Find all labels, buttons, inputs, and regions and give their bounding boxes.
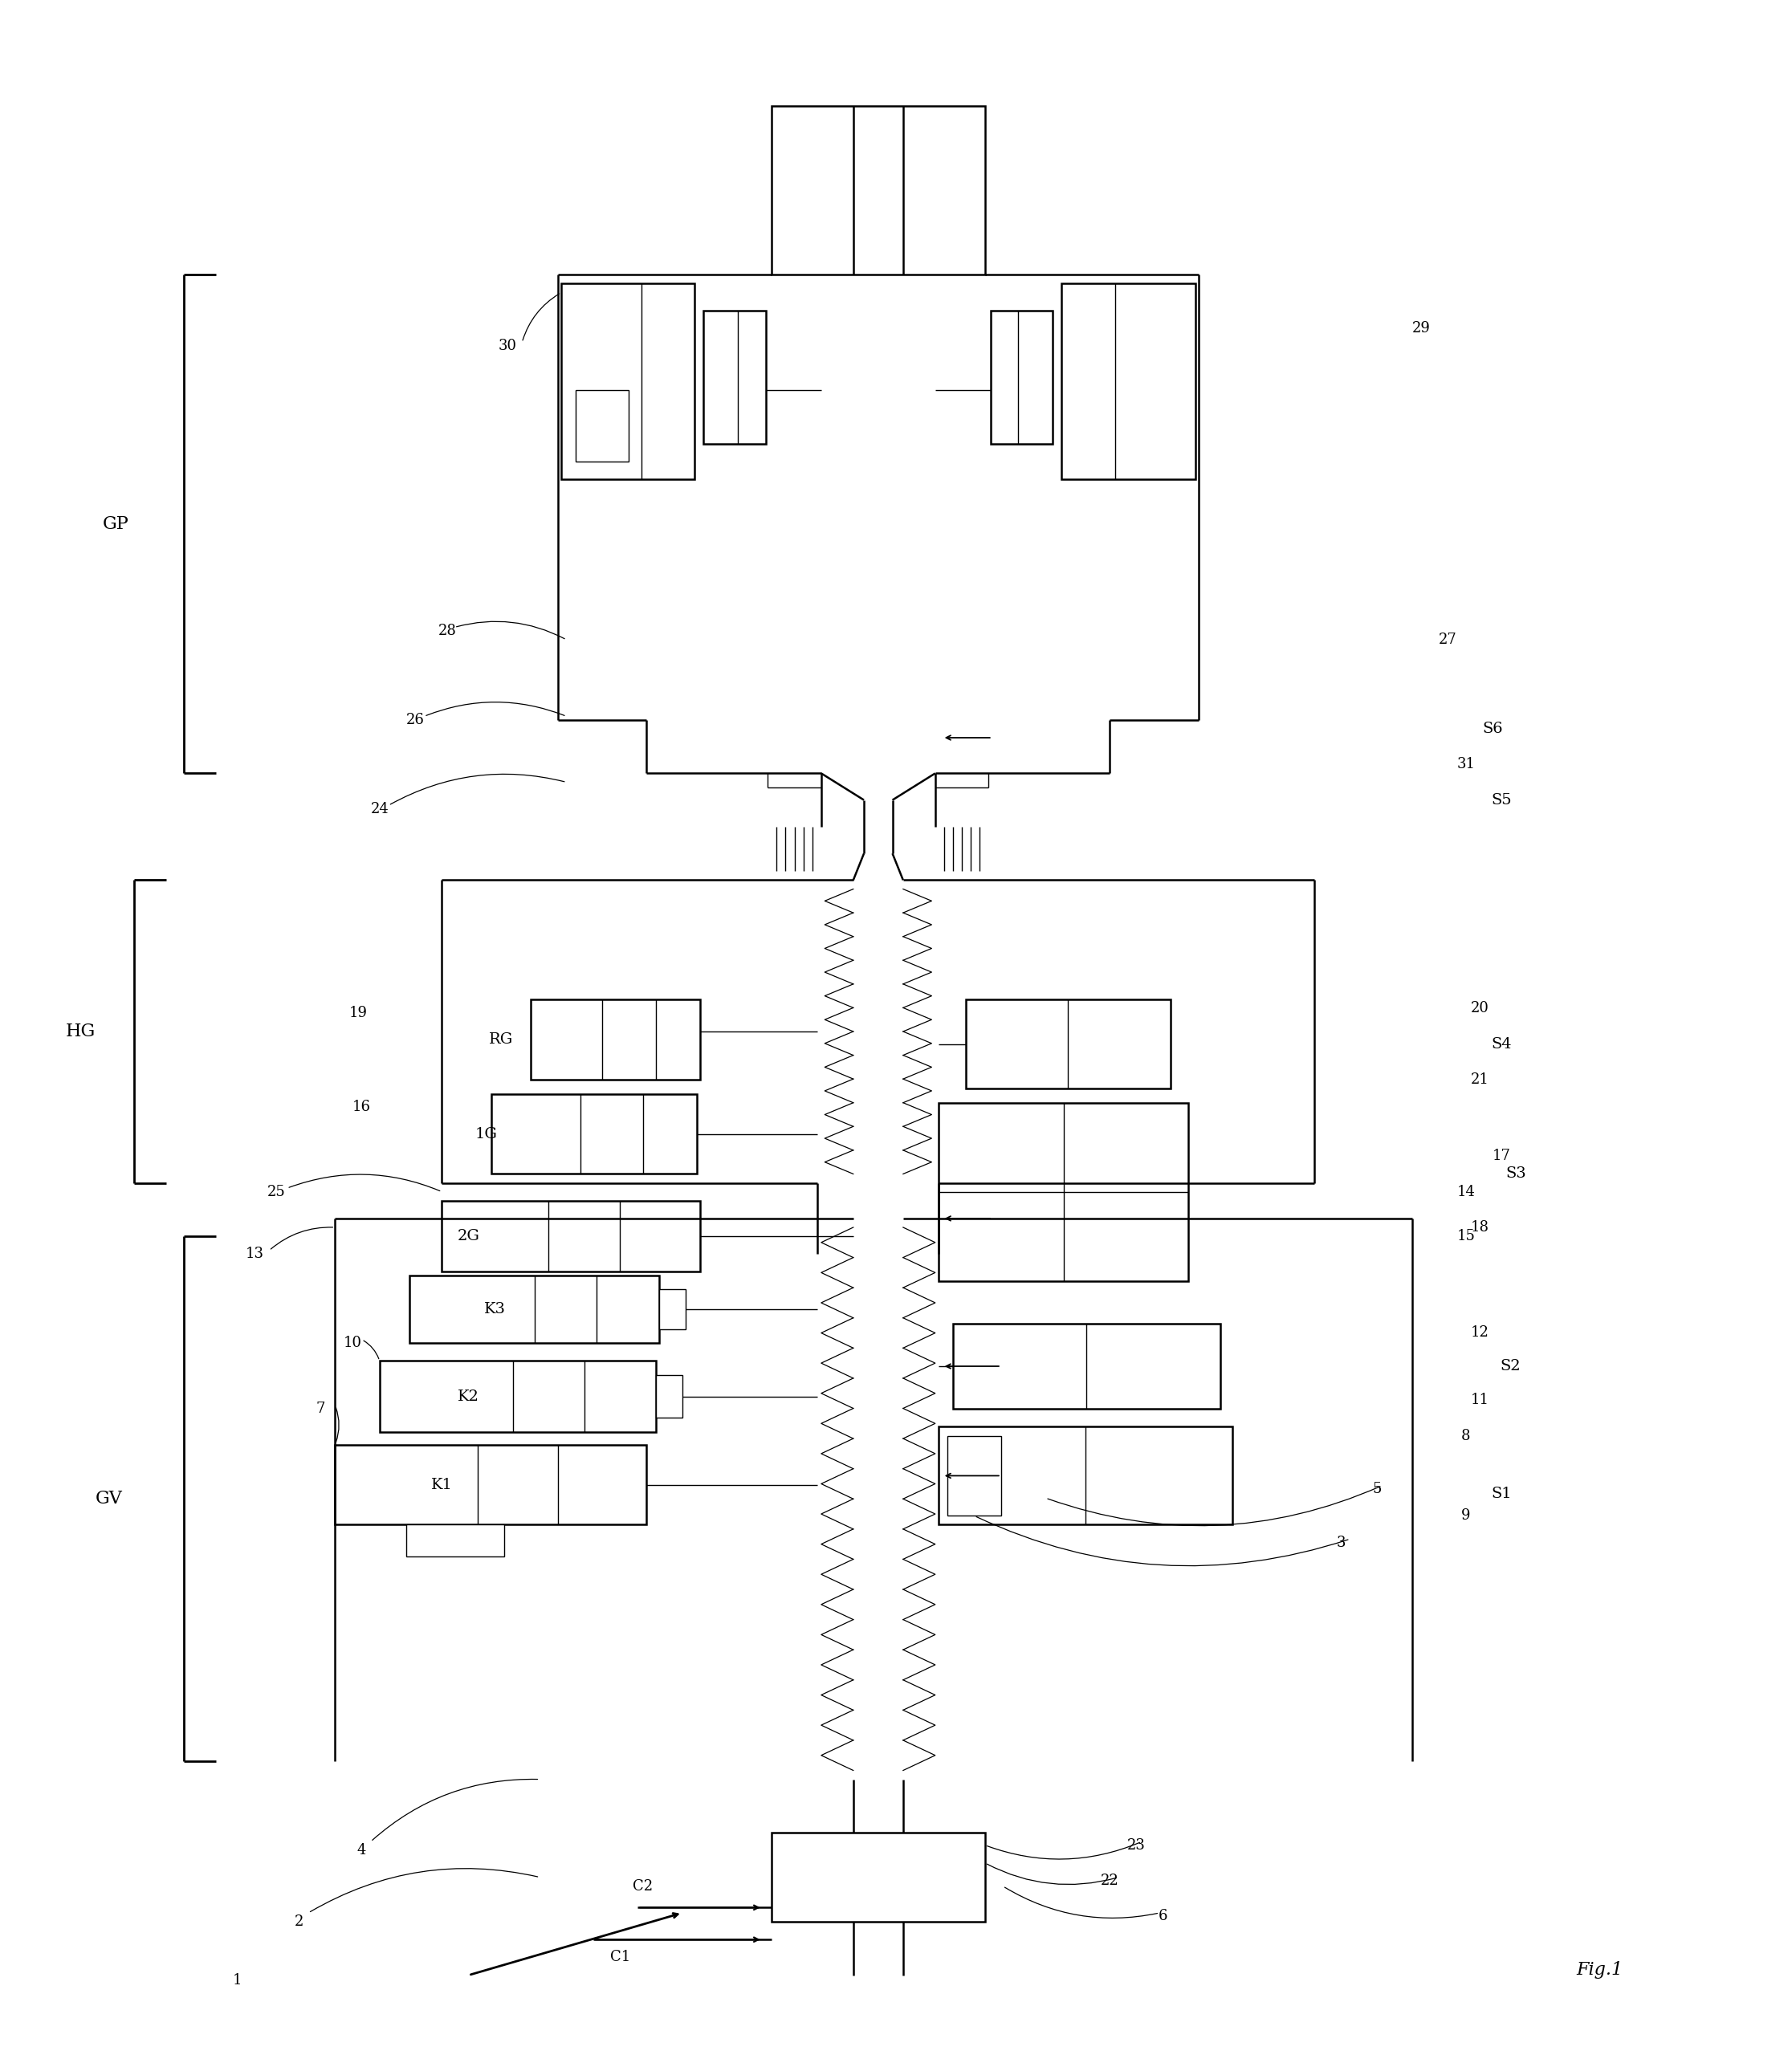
Bar xyxy=(991,309,1052,444)
Text: K1: K1 xyxy=(432,1477,453,1492)
Text: 30: 30 xyxy=(498,338,518,353)
Text: 7: 7 xyxy=(315,1401,326,1415)
Text: 12: 12 xyxy=(1471,1324,1489,1339)
Text: C1: C1 xyxy=(609,1950,631,1964)
Bar xyxy=(380,1362,656,1432)
Text: 28: 28 xyxy=(437,623,457,637)
Text: HG: HG xyxy=(66,1023,95,1040)
Bar xyxy=(1061,285,1195,479)
Text: 17: 17 xyxy=(1493,1149,1511,1164)
Text: 19: 19 xyxy=(349,1005,367,1019)
Text: S2: S2 xyxy=(1500,1360,1521,1374)
Text: 23: 23 xyxy=(1127,1838,1145,1853)
Bar xyxy=(410,1275,659,1343)
Text: 10: 10 xyxy=(344,1337,362,1351)
Text: GP: GP xyxy=(102,516,129,532)
Text: 14: 14 xyxy=(1457,1184,1475,1199)
Bar xyxy=(561,285,695,479)
Bar xyxy=(704,309,765,444)
Text: 15: 15 xyxy=(1457,1230,1475,1244)
Bar xyxy=(939,1428,1233,1525)
Text: 3: 3 xyxy=(1337,1535,1346,1549)
Text: 1: 1 xyxy=(233,1974,242,1989)
Text: K2: K2 xyxy=(457,1388,480,1403)
Bar xyxy=(966,998,1170,1089)
Text: 31: 31 xyxy=(1457,757,1475,772)
Bar xyxy=(407,1525,504,1558)
Text: 8: 8 xyxy=(1460,1428,1471,1442)
Text: 27: 27 xyxy=(1439,633,1457,648)
Text: 2G: 2G xyxy=(457,1230,480,1244)
Text: C2: C2 xyxy=(633,1879,654,1894)
Text: 25: 25 xyxy=(267,1184,285,1199)
Bar xyxy=(948,1436,1002,1516)
Text: K3: K3 xyxy=(484,1302,505,1316)
Text: RG: RG xyxy=(489,1032,513,1046)
Text: 18: 18 xyxy=(1471,1219,1489,1234)
Text: 16: 16 xyxy=(353,1100,371,1114)
Text: 2: 2 xyxy=(296,1914,305,1929)
Text: S5: S5 xyxy=(1491,792,1512,807)
Bar xyxy=(953,1324,1220,1409)
Text: S1: S1 xyxy=(1491,1485,1512,1500)
Text: Fig.1: Fig.1 xyxy=(1577,1962,1624,1978)
Text: GV: GV xyxy=(95,1489,122,1508)
Text: 24: 24 xyxy=(371,803,389,817)
Bar xyxy=(656,1376,683,1417)
Bar xyxy=(491,1093,697,1174)
Bar xyxy=(443,1201,701,1273)
Text: 5: 5 xyxy=(1373,1481,1382,1496)
Bar xyxy=(659,1289,686,1329)
Text: S6: S6 xyxy=(1482,722,1503,736)
Text: 6: 6 xyxy=(1158,1908,1168,1923)
Text: 1G: 1G xyxy=(475,1126,498,1141)
Text: S4: S4 xyxy=(1491,1038,1512,1052)
Text: 22: 22 xyxy=(1100,1873,1118,1888)
Text: 20: 20 xyxy=(1471,1001,1489,1015)
Bar xyxy=(335,1444,647,1525)
Text: S3: S3 xyxy=(1505,1168,1527,1182)
Text: 26: 26 xyxy=(407,712,425,726)
Bar xyxy=(530,998,701,1079)
Bar xyxy=(575,390,629,462)
Bar xyxy=(771,1832,986,1923)
Text: 29: 29 xyxy=(1412,322,1430,336)
Bar xyxy=(771,105,986,274)
Bar xyxy=(939,1104,1188,1281)
Text: 13: 13 xyxy=(246,1246,263,1260)
Text: 21: 21 xyxy=(1471,1073,1489,1087)
Text: 9: 9 xyxy=(1460,1508,1471,1522)
Text: 11: 11 xyxy=(1471,1393,1489,1407)
Text: 4: 4 xyxy=(357,1844,366,1859)
